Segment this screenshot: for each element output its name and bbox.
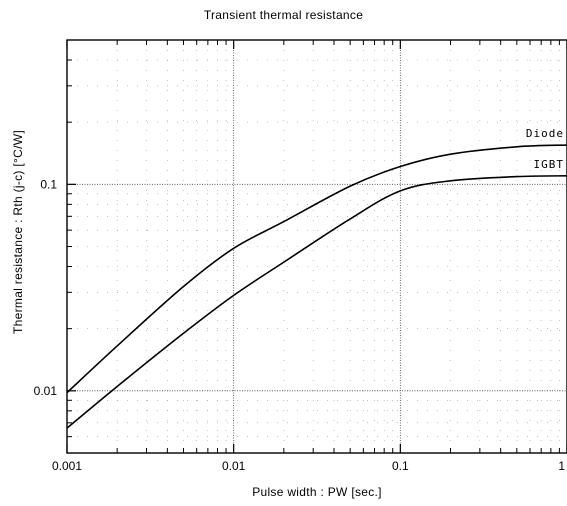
series-line-igbt — [66, 174, 567, 429]
y-tick-label: 0.01 — [34, 384, 58, 398]
series-label-diode: Diode — [526, 127, 564, 140]
series-label-igbt: IGBT — [534, 158, 565, 171]
y-tick-label: 0.1 — [40, 177, 57, 191]
x-tick-label: 1 — [558, 459, 565, 473]
x-tick-label: 0.01 — [222, 459, 246, 473]
chart-title: Transient thermal resistance — [203, 8, 364, 22]
x-axis-label: Pulse width : PW [sec.] — [252, 485, 382, 499]
x-tick-label: 0.001 — [52, 459, 82, 473]
series-line-diode — [66, 144, 567, 394]
x-tick-label: 0.1 — [392, 459, 409, 473]
